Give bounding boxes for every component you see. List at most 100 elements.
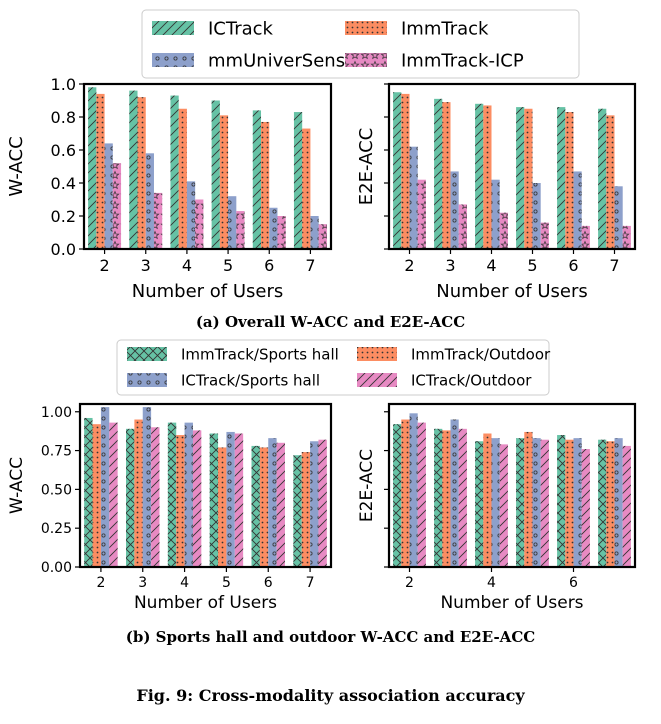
bar-hatch: [434, 98, 443, 249]
bar-hatch: [491, 438, 500, 567]
bar-hatch: [499, 212, 508, 249]
bar-hatch: [293, 112, 303, 249]
bar-hatch: [104, 143, 113, 249]
bar-hatch: [499, 444, 508, 567]
bar-hatch: [540, 222, 549, 249]
y-tick-label: 0.0: [51, 240, 76, 259]
legend-label: ImmTrack: [401, 18, 489, 39]
bar-hatch: [151, 427, 160, 567]
x-tick-label: 6: [264, 256, 274, 275]
subcaption-a: (a) Overall W-ACC and E2E-ACC: [195, 313, 466, 331]
y-tick-label: 0.8: [51, 108, 76, 127]
bar-hatch: [251, 445, 260, 567]
legend-a: ICTrack ImmTrack mmUniverSense ImmTrack-ICP: [141, 9, 580, 79]
x-tick-label: 5: [527, 256, 537, 275]
bar-hatch: [234, 433, 244, 567]
legend-label: ImmTrack/Sports hall: [181, 345, 339, 363]
bar-hatch: [137, 97, 146, 249]
bar-hatch: [483, 105, 492, 249]
legend-label: ICTrack: [208, 18, 274, 39]
bar-hatch: [277, 216, 286, 249]
bar-hatch: [491, 179, 500, 249]
bar-hatch: [622, 445, 631, 567]
chart-b-left: 0.00 0.25 0.50 0.75 1.00 2 3 4 5 6 7 Number of User…: [7, 402, 333, 613]
bar-hatch: [195, 199, 204, 249]
bar-hatch: [393, 92, 402, 249]
x-tick-label: 5: [223, 256, 233, 275]
plot-frame: [387, 82, 637, 251]
bar-hatch: [598, 108, 607, 249]
bar-hatch: [573, 438, 582, 567]
x-tick-label: 6: [569, 575, 578, 591]
x-tick-label: 7: [609, 256, 619, 275]
bar-hatch: [236, 211, 245, 249]
bar-hatch: [218, 447, 227, 567]
plot-frame: [387, 402, 637, 569]
bar-hatch: [310, 441, 319, 567]
bar-hatch: [557, 107, 566, 249]
plot-frame: [82, 82, 333, 251]
bar-hatch: [540, 439, 549, 567]
chart-a-right: 2 3 4 5 6 7 Number of Users E2E-ACC: [356, 82, 637, 302]
bar-hatch: [442, 102, 451, 250]
x-tick-label: 4: [180, 575, 189, 591]
bar-hatch: [84, 417, 93, 567]
bar-hatch: [442, 430, 451, 567]
subcaption-b: (b) Sports hall and outdoor W-ACC and E2…: [125, 628, 536, 646]
bar-hatch: [318, 439, 327, 567]
x-axis-label: Number of Users: [436, 281, 588, 302]
figure-caption: Fig. 9: Cross-modality association accur…: [136, 686, 525, 705]
bar-hatch: [261, 121, 270, 249]
x-tick-label: 2: [99, 256, 109, 275]
bar-hatch: [228, 196, 237, 249]
x-tick-label: 4: [182, 256, 192, 275]
bar-hatch: [417, 179, 426, 249]
bar-hatch: [483, 433, 492, 567]
bar-hatch: [96, 93, 105, 250]
bar-hatch: [192, 430, 202, 567]
bar-hatch: [176, 435, 185, 567]
bar-hatch: [573, 171, 582, 249]
legend-swatch-hatch: [127, 373, 167, 387]
y-tick-label: 0.25: [41, 521, 72, 537]
x-tick-label: 7: [305, 256, 315, 275]
y-tick-label: 0.50: [41, 482, 72, 498]
bar-hatch: [581, 449, 590, 567]
bar-hatch: [622, 225, 631, 249]
legend-swatch-hatch: [345, 53, 387, 67]
legend-swatch-hatch: [345, 21, 387, 35]
legend-b: ImmTrack/Sports hall ImmTrack/Outdoor ICTr…: [116, 339, 551, 396]
legend-swatch-hatch: [127, 347, 167, 361]
x-tick-label: 4: [487, 575, 496, 591]
bar-hatch: [88, 87, 97, 249]
x-tick-label: 3: [141, 256, 151, 275]
y-tick-label: 0.6: [51, 141, 76, 160]
bar-hatch: [211, 100, 220, 249]
bar-hatch: [293, 455, 302, 567]
bar-hatch: [276, 442, 285, 567]
bar-hatch: [557, 435, 566, 567]
bar-hatch: [167, 422, 177, 567]
bar-hatch: [142, 407, 152, 567]
bar-hatch: [458, 204, 467, 249]
x-tick-label: 2: [405, 575, 414, 591]
bar-hatch: [598, 439, 607, 567]
bar-hatch: [153, 192, 163, 249]
bar-hatch: [393, 424, 402, 567]
bar-hatch: [565, 112, 574, 249]
bar-hatch: [450, 171, 459, 249]
bar-hatch: [259, 447, 269, 567]
legend-label: ICTrack/Outdoor: [411, 371, 532, 389]
bar-hatch: [532, 438, 541, 567]
bar-hatch: [565, 439, 574, 567]
bar-hatch: [458, 428, 467, 567]
bar-hatch: [226, 431, 235, 567]
bar-hatch: [184, 422, 193, 567]
bar-hatch: [92, 424, 101, 567]
bar-hatch: [475, 103, 484, 249]
bar-hatch: [614, 186, 623, 249]
bar-hatch: [145, 153, 154, 249]
y-axis-label: W-ACC: [7, 457, 27, 514]
bar-hatch: [269, 207, 278, 249]
x-tick-label: 6: [264, 575, 273, 591]
